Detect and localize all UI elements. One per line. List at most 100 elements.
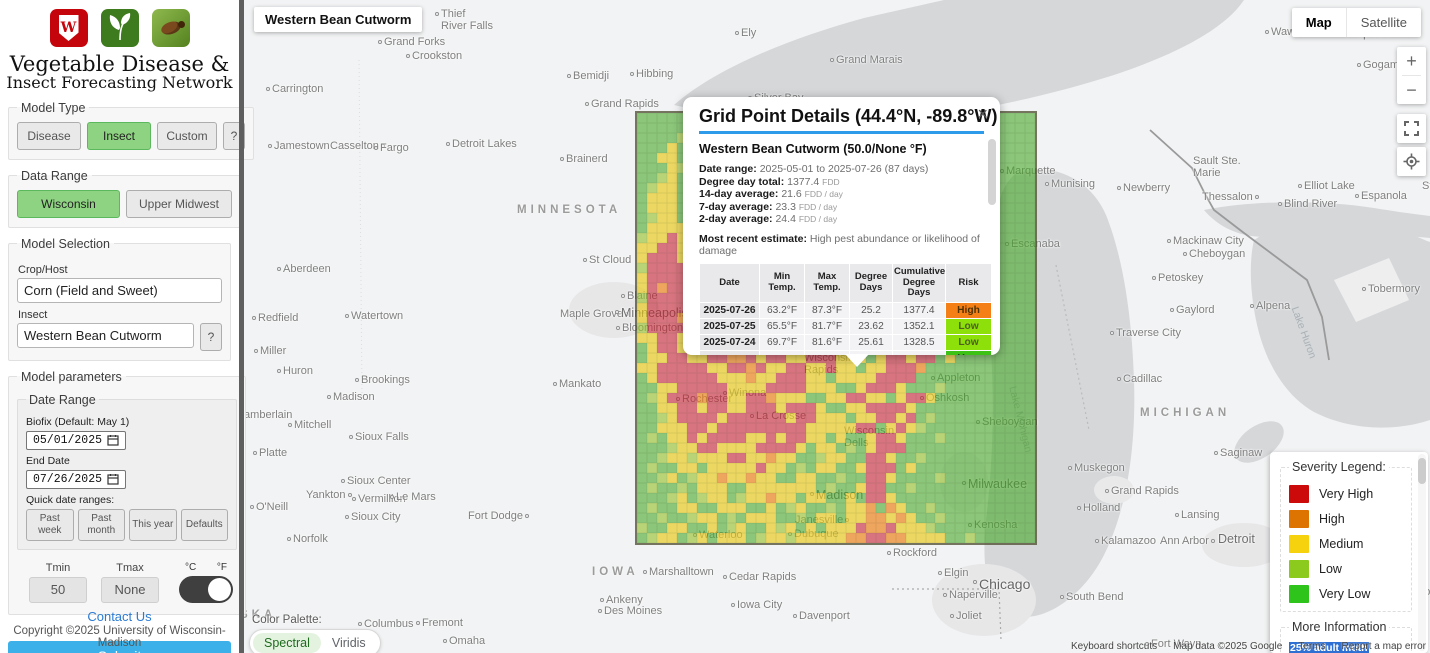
heatmap-cell[interactable] [637,303,647,313]
heatmap-cell[interactable] [686,453,697,463]
heatmap-cell[interactable] [895,453,906,463]
heatmap-cell[interactable] [1005,193,1016,203]
map-canvas[interactable]: Thief River Falls Grand Forks Crookston Bem… [244,0,1430,653]
heatmap-cell[interactable] [656,403,667,413]
heatmap-cell[interactable] [885,433,896,443]
heatmap-cell[interactable] [796,403,807,413]
heatmap-cell[interactable] [646,443,657,453]
heatmap-cell[interactable] [945,523,956,533]
heatmap-cell[interactable] [995,243,1006,253]
heatmap-cell[interactable] [875,413,886,423]
heatmap-cell[interactable] [1005,303,1016,313]
heatmap-cell[interactable] [875,453,886,463]
heatmap-cell[interactable] [706,403,717,413]
heatmap-cell[interactable] [776,483,787,493]
heatmap-cell[interactable] [865,423,876,433]
heatmap-cell[interactable] [706,423,717,433]
heatmap-cell[interactable] [666,253,677,263]
heatmap-cell[interactable] [646,133,657,143]
heatmap-cell[interactable] [845,393,856,403]
heatmap-cell[interactable] [786,363,797,373]
heatmap-cell[interactable] [935,473,946,483]
heatmap-cell[interactable] [845,503,856,513]
heatmap-cell[interactable] [1025,453,1035,463]
heatmap-cell[interactable] [985,453,996,463]
heatmap-cell[interactable] [706,493,717,503]
heatmap-cell[interactable] [1015,533,1026,543]
heatmap-cell[interactable] [845,443,856,453]
heatmap-cell[interactable] [806,483,817,493]
heatmap-cell[interactable] [756,403,767,413]
heatmap-cell[interactable] [855,363,866,373]
heatmap-cell[interactable] [786,493,797,503]
heatmap-cell[interactable] [656,413,667,423]
heatmap-cell[interactable] [676,333,687,343]
heatmap-cell[interactable] [646,453,657,463]
heatmap-cell[interactable] [985,533,996,543]
wisconsin-button[interactable]: Wisconsin [17,189,120,218]
heatmap-cell[interactable] [637,473,647,483]
heatmap-cell[interactable] [935,363,946,373]
heatmap-cell[interactable] [726,453,737,463]
heatmap-cell[interactable] [925,433,936,443]
heatmap-cell[interactable] [1015,403,1026,413]
heatmap-cell[interactable] [935,433,946,443]
heatmap-cell[interactable] [945,513,956,523]
heatmap-cell[interactable] [895,503,906,513]
heatmap-cell[interactable] [925,473,936,483]
heatmap-cell[interactable] [646,253,657,263]
heatmap-cell[interactable] [965,533,976,543]
heatmap-cell[interactable] [806,363,817,373]
heatmap-cell[interactable] [637,503,647,513]
heatmap-cell[interactable] [716,373,727,383]
heatmap-cell[interactable] [915,473,926,483]
heatmap-cell[interactable] [945,403,956,413]
heatmap-cell[interactable] [656,283,667,293]
heatmap-cell[interactable] [806,403,817,413]
attribution-item[interactable]: Terms [1298,641,1326,652]
heatmap-cell[interactable] [965,513,976,523]
heatmap-cell[interactable] [656,243,667,253]
heatmap-cell[interactable] [766,443,777,453]
heatmap-cell[interactable] [716,453,727,463]
heatmap-cell[interactable] [637,533,647,543]
heatmap-cell[interactable] [995,533,1006,543]
heatmap-cell[interactable] [796,473,807,483]
heatmap-cell[interactable] [716,513,727,523]
heatmap-cell[interactable] [696,403,707,413]
heatmap-cell[interactable] [746,443,757,453]
heatmap-cell[interactable] [676,463,687,473]
heatmap-cell[interactable] [676,353,687,363]
heatmap-cell[interactable] [915,403,926,413]
heatmap-cell[interactable] [905,513,916,523]
heatmap-cell[interactable] [656,183,667,193]
heatmap-cell[interactable] [746,363,757,373]
heatmap-cell[interactable] [945,453,956,463]
heatmap-cell[interactable] [646,173,657,183]
heatmap-cell[interactable] [835,503,846,513]
heatmap-cell[interactable] [1005,343,1016,353]
heatmap-cell[interactable] [855,453,866,463]
heatmap-cell[interactable] [676,513,687,523]
heatmap-cell[interactable] [637,483,647,493]
heatmap-cell[interactable] [1005,513,1016,523]
heatmap-cell[interactable] [756,383,767,393]
heatmap-cell[interactable] [756,523,767,533]
heatmap-cell[interactable] [646,343,657,353]
heatmap-cell[interactable] [637,113,647,123]
heatmap-cell[interactable] [666,483,677,493]
heatmap-cell[interactable] [656,123,667,133]
heatmap-cell[interactable] [816,413,827,423]
heatmap-cell[interactable] [666,143,677,153]
heatmap-cell[interactable] [796,383,807,393]
heatmap-cell[interactable] [925,463,936,473]
heatmap-cell[interactable] [646,363,657,373]
heatmap-cell[interactable] [666,413,677,423]
heatmap-cell[interactable] [995,253,1006,263]
heatmap-cell[interactable] [637,183,647,193]
heatmap-cell[interactable] [766,463,777,473]
heatmap-cell[interactable] [885,453,896,463]
heatmap-cell[interactable] [945,533,956,543]
heatmap-cell[interactable] [756,533,767,543]
heatmap-cell[interactable] [646,433,657,443]
